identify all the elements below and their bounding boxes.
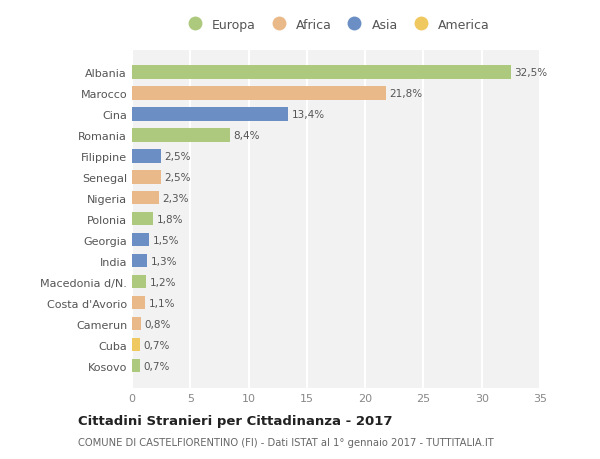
Bar	[132, 191, 159, 205]
Bar	[132, 296, 145, 310]
Bar	[132, 359, 140, 373]
Text: 1,1%: 1,1%	[148, 298, 175, 308]
Text: 0,7%: 0,7%	[143, 361, 170, 371]
Text: Cittadini Stranieri per Cittadinanza - 2017: Cittadini Stranieri per Cittadinanza - 2…	[78, 414, 392, 428]
Text: 1,8%: 1,8%	[157, 214, 183, 224]
Bar	[132, 108, 288, 121]
Text: 1,3%: 1,3%	[151, 256, 177, 266]
Bar	[132, 338, 140, 352]
Text: 0,7%: 0,7%	[143, 340, 170, 350]
Text: 8,4%: 8,4%	[233, 130, 260, 140]
Bar	[132, 66, 511, 79]
Text: 1,5%: 1,5%	[153, 235, 179, 245]
Text: 21,8%: 21,8%	[389, 89, 423, 99]
Bar	[132, 87, 386, 101]
Text: 32,5%: 32,5%	[514, 67, 547, 78]
Text: 2,5%: 2,5%	[164, 151, 191, 162]
Text: 13,4%: 13,4%	[292, 110, 325, 119]
Text: COMUNE DI CASTELFIORENTINO (FI) - Dati ISTAT al 1° gennaio 2017 - TUTTITALIA.IT: COMUNE DI CASTELFIORENTINO (FI) - Dati I…	[78, 437, 494, 447]
Bar	[132, 129, 230, 142]
Legend: Europa, Africa, Asia, America: Europa, Africa, Asia, America	[179, 16, 493, 34]
Text: 1,2%: 1,2%	[149, 277, 176, 287]
Text: 0,8%: 0,8%	[145, 319, 171, 329]
Bar	[132, 275, 146, 289]
Bar	[132, 254, 147, 268]
Bar	[132, 213, 153, 226]
Text: 2,3%: 2,3%	[163, 193, 189, 203]
Bar	[132, 317, 142, 330]
Bar	[132, 150, 161, 163]
Text: 2,5%: 2,5%	[164, 172, 191, 182]
Bar	[132, 233, 149, 247]
Bar	[132, 170, 161, 184]
